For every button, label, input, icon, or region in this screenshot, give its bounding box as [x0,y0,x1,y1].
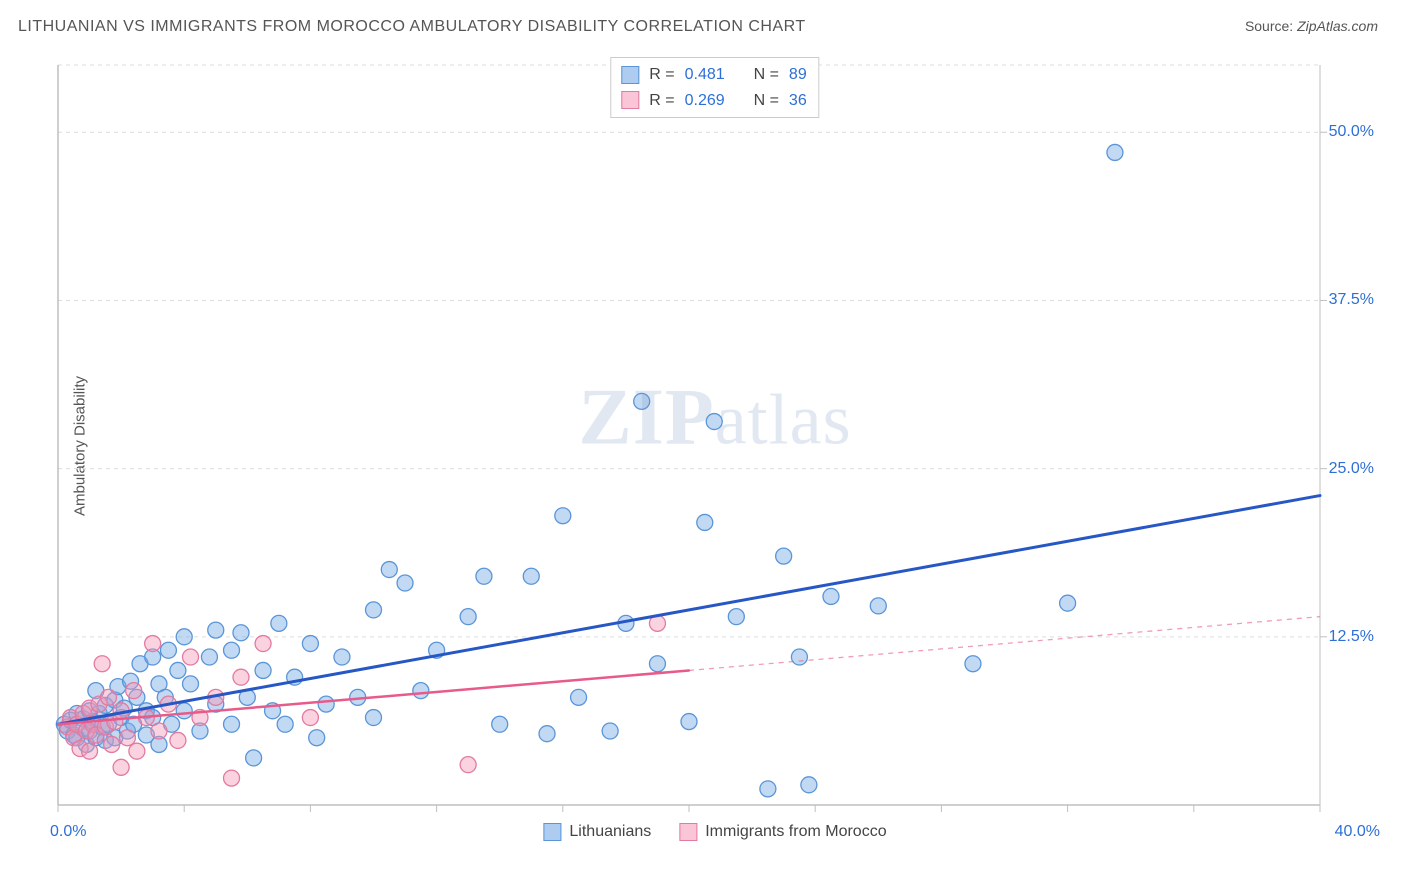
legend-r-value-1: 0.269 [685,88,725,114]
legend-label: Immigrants from Morocco [705,823,886,841]
legend-n-value-0: 89 [789,62,807,88]
legend-stats-row: R = 0.481 N = 89 [621,62,806,88]
source-value: ZipAtlas.com [1297,18,1378,34]
legend-r-label: R = [649,88,674,114]
legend-item-lithuanians: Lithuanians [543,823,651,841]
legend-r-value-0: 0.481 [685,62,725,88]
legend-stats: R = 0.481 N = 89 R = 0.269 N = 36 [610,57,819,118]
chart-area: ZIPatlas R = 0.481 N = 89 R = 0.269 N = … [50,55,1380,845]
y-tick-label: 37.5% [1329,291,1374,309]
chart-svg [50,55,1380,845]
legend-swatch-lithuanians [543,823,561,841]
legend-swatch-morocco [679,823,697,841]
legend-stats-row: R = 0.269 N = 36 [621,88,806,114]
legend-item-morocco: Immigrants from Morocco [679,823,886,841]
chart-title: LITHUANIAN VS IMMIGRANTS FROM MOROCCO AM… [18,18,806,36]
legend-label: Lithuanians [569,823,651,841]
source-label: Source: [1245,18,1293,34]
y-tick-label: 25.0% [1329,460,1374,478]
y-tick-label: 50.0% [1329,123,1374,141]
x-axis-origin-label: 0.0% [50,823,86,841]
legend-swatch-lithuanians [621,66,639,84]
legend-n-label: N = [754,88,779,114]
legend-n-value-1: 36 [789,88,807,114]
legend-series: Lithuanians Immigrants from Morocco [543,823,886,841]
y-tick-label: 12.5% [1329,628,1374,646]
legend-r-label: R = [649,62,674,88]
legend-n-label: N = [754,62,779,88]
x-axis-max-label: 40.0% [1335,823,1380,841]
source-attribution: Source: ZipAtlas.com [1245,18,1378,34]
legend-swatch-morocco [621,91,639,109]
